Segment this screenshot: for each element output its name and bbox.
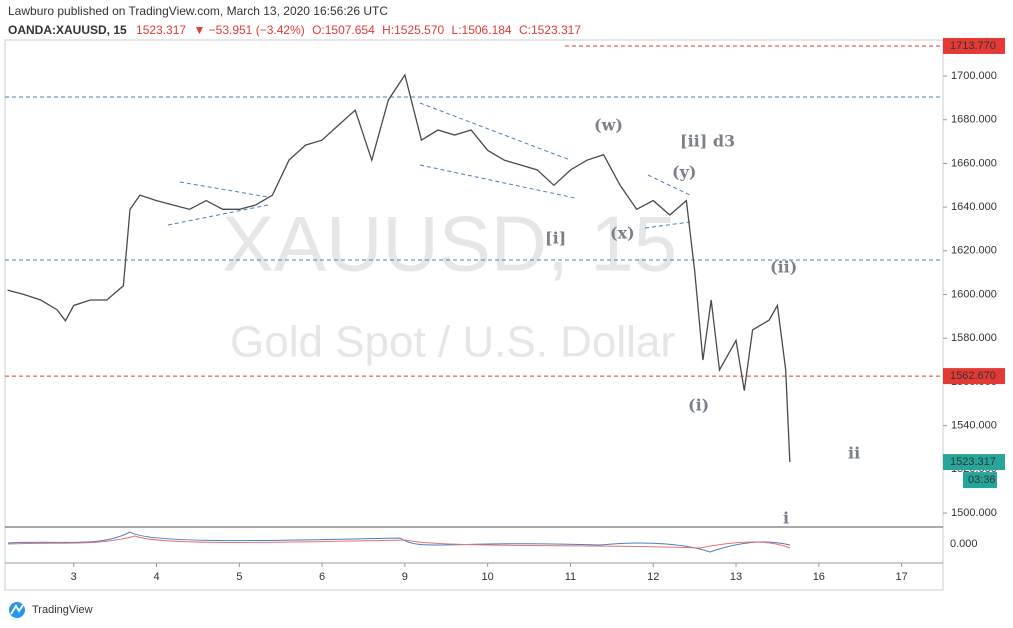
x-tick-label: 9 xyxy=(402,571,408,583)
wave-label: (ii) xyxy=(770,258,797,277)
change: ▼ −53.951 (−3.42%) xyxy=(193,23,304,37)
x-tick-label: 3 xyxy=(71,571,77,583)
wave-label: ii xyxy=(848,444,860,463)
y-tick-label: 1540.000 xyxy=(951,420,997,432)
trendlines xyxy=(167,102,691,229)
x-tick-label: 5 xyxy=(236,571,242,583)
wave-label: (x) xyxy=(610,224,635,243)
open: O:1507.654 xyxy=(312,23,375,37)
y-tick-label: 1700.000 xyxy=(951,70,997,82)
y-tick-label: 1580.000 xyxy=(951,332,997,344)
price-tag-label: 1523.317 xyxy=(950,456,996,468)
close: C:1523.317 xyxy=(519,23,581,37)
watermark: XAUUSD, 15 xyxy=(222,200,677,288)
last: 1523.317 xyxy=(136,23,186,37)
wave-label: [ii] d3 xyxy=(680,132,735,151)
y-tick-label: 1640.000 xyxy=(951,201,997,213)
x-tick-label: 10 xyxy=(482,571,494,583)
published-line: Lawburo published on TradingView.com, Ma… xyxy=(8,4,388,18)
y-tick-label: 1660.000 xyxy=(951,157,997,169)
footer[interactable]: TradingView xyxy=(32,604,93,616)
price-tag xyxy=(943,454,1005,471)
x-tick-label: 11 xyxy=(565,571,576,583)
countdown: 03:36 xyxy=(968,474,996,486)
wave-label: (i) xyxy=(688,396,709,415)
x-tick-label: 12 xyxy=(647,571,659,583)
wave-label: (y) xyxy=(672,163,696,182)
y-tick-label: 1600.000 xyxy=(951,288,997,300)
y-tick-label: 1680.000 xyxy=(951,114,997,126)
price-tag-label: 1562.670 xyxy=(950,370,996,382)
wave-label: i xyxy=(783,509,789,528)
oscillator-signal xyxy=(7,535,791,549)
price-tag xyxy=(943,37,1005,54)
countdown-box xyxy=(963,472,997,489)
symbol-line: OANDA:XAUUSD, 15 1523.317 ▼ −53.951 (−3.… xyxy=(8,23,581,37)
wave-label: (w) xyxy=(594,116,623,135)
logo xyxy=(9,602,25,618)
price-tag-label: 1713.770 xyxy=(950,40,996,52)
price-line-series xyxy=(7,73,791,463)
y-tick-label: 1620.000 xyxy=(951,245,997,257)
low: L:1506.184 xyxy=(452,23,512,37)
high: H:1525.570 xyxy=(382,23,444,37)
watermark-sub: Gold Spot / U.S. Dollar xyxy=(230,318,675,367)
x-tick-label: 13 xyxy=(730,571,742,583)
x-tick-label: 6 xyxy=(319,571,325,583)
x-tick-label: 17 xyxy=(895,571,907,583)
wave-label: [i] xyxy=(545,229,566,248)
x-tick-label: 4 xyxy=(153,571,159,583)
symbol: OANDA:XAUUSD, 15 xyxy=(8,23,127,37)
x-tick-label: 16 xyxy=(813,571,825,583)
oscillator-tick: 0.000 xyxy=(950,538,978,550)
frame xyxy=(4,39,944,591)
y-tick-label: 1500.000 xyxy=(951,507,997,519)
oscillator xyxy=(7,531,791,553)
price-tag xyxy=(943,368,1005,385)
